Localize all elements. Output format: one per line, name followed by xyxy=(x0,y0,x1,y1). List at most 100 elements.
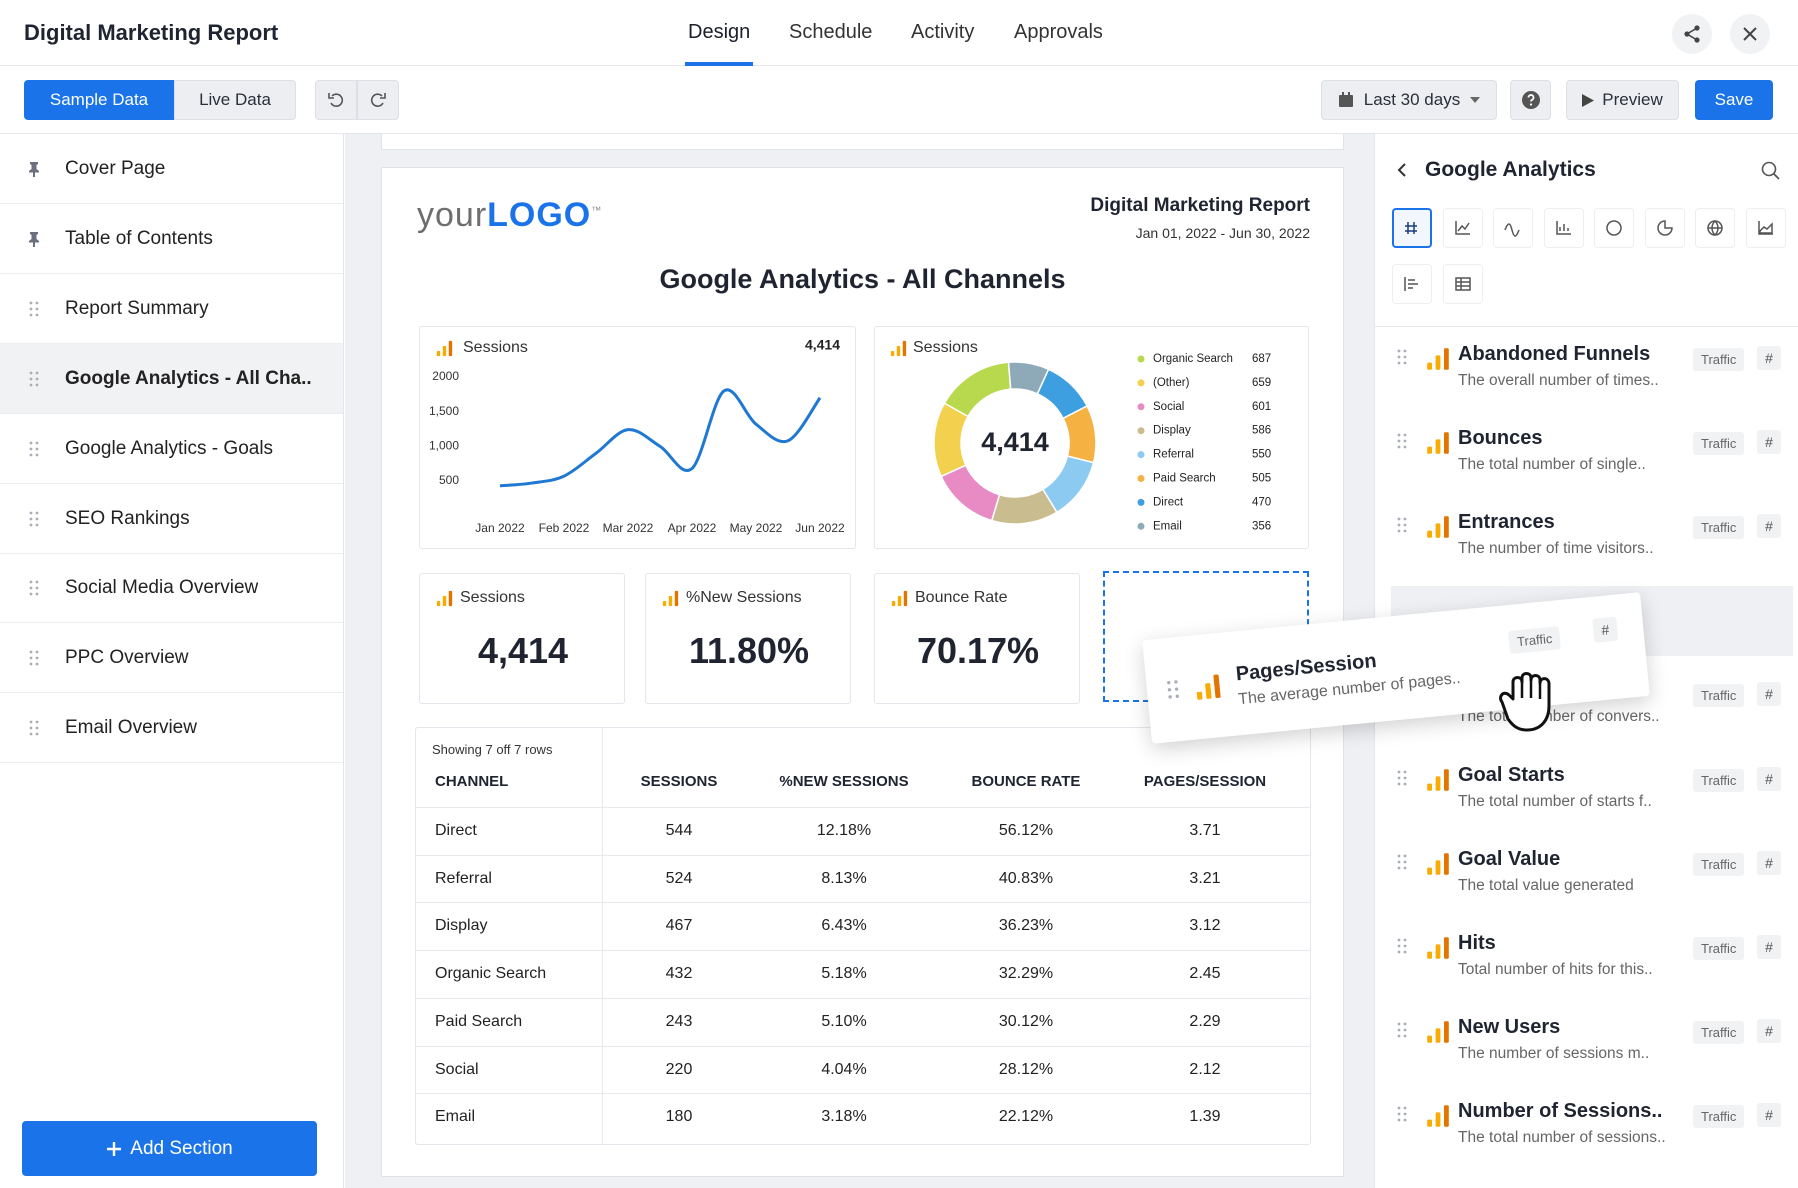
metric-item[interactable]: Number of Sessions.. The total number of … xyxy=(1375,1083,1798,1167)
metric-item[interactable]: Bounces The total number of single.. Traff… xyxy=(1375,410,1798,494)
metric-item[interactable]: Abandoned Funnels The overall number of t… xyxy=(1375,326,1798,410)
close-icon xyxy=(1743,27,1757,41)
glyph xyxy=(1504,223,1520,237)
decor xyxy=(30,371,39,386)
decor xyxy=(1398,350,1407,365)
chart-type-button[interactable] xyxy=(1745,208,1786,248)
chart-type-button[interactable] xyxy=(1493,208,1533,248)
sidebar: Cover Page Table of Contents Report Summar… xyxy=(0,134,344,1188)
glyph xyxy=(1707,220,1723,236)
plus-icon xyxy=(107,1141,122,1156)
decor xyxy=(30,301,39,316)
metric-item[interactable]: Hits Total number of hits for this.. Traff… xyxy=(1375,915,1798,999)
logo-tm: ™ xyxy=(591,205,603,217)
section-item[interactable]: Cover Page xyxy=(0,134,343,204)
preview-label: Preview xyxy=(1602,90,1663,109)
chart-type-icon xyxy=(1404,277,1418,291)
chart-type-button[interactable] xyxy=(1392,208,1432,248)
table-cell: 12.18% xyxy=(816,822,872,839)
back-icon[interactable] xyxy=(1395,161,1409,179)
live-data-button[interactable]: Live Data xyxy=(174,80,296,120)
metric-description: Total number of hits for this.. xyxy=(1458,960,1653,978)
decor xyxy=(437,341,452,356)
section-item[interactable]: Social Media Overview xyxy=(0,553,343,624)
metric-name: Entrances xyxy=(1458,511,1555,534)
decor xyxy=(330,93,344,107)
app-title: Digital Marketing Report xyxy=(24,20,279,45)
decor xyxy=(30,721,39,736)
column-divider xyxy=(602,728,603,1144)
decor xyxy=(1527,94,1534,102)
grip-icon xyxy=(1397,432,1407,450)
chart-type-button[interactable] xyxy=(1442,264,1483,304)
section-item[interactable]: Table of Contents xyxy=(0,204,343,274)
glyph xyxy=(1454,221,1470,235)
table-cell: 2.45 xyxy=(1189,965,1221,983)
decor xyxy=(1398,518,1407,533)
section-item[interactable]: PPC Overview xyxy=(0,623,343,694)
tab[interactable]: Schedule xyxy=(789,21,873,43)
undo-icon xyxy=(328,93,344,107)
table-cell: 3.71 xyxy=(1189,822,1221,839)
metric-kind: # xyxy=(1757,346,1781,370)
search-icon[interactable] xyxy=(1761,161,1781,181)
metric-item[interactable]: New Users The number of sessions m.. Traff… xyxy=(1375,999,1798,1083)
metric-tag: Traffic xyxy=(1693,852,1745,876)
tab[interactable]: Design xyxy=(688,21,751,43)
kpi-card: Bounce Rate 70.17% xyxy=(874,573,1080,704)
metric-item[interactable]: Entrances The number of time visitors.. Tr… xyxy=(1375,494,1798,578)
add-section-button[interactable]: Add Section xyxy=(22,1121,317,1176)
chart-type-button[interactable] xyxy=(1695,208,1735,248)
table-cell: 544 xyxy=(665,822,693,839)
share-button[interactable] xyxy=(1672,14,1712,54)
help-button[interactable] xyxy=(1510,80,1551,120)
section-item[interactable]: SEO Rankings xyxy=(0,484,343,554)
chart-type-button[interactable] xyxy=(1392,264,1432,304)
chart-type-button[interactable] xyxy=(1442,208,1483,248)
logo-brand: LOGO xyxy=(487,196,592,234)
metric-item[interactable]: Goal Value The total value generated Traff… xyxy=(1375,831,1798,915)
decor xyxy=(1427,1021,1449,1043)
section-item[interactable]: Report Summary xyxy=(0,274,343,344)
decor xyxy=(1427,1105,1449,1127)
sample-data-button[interactable]: Sample Data xyxy=(24,80,174,120)
undo-button[interactable] xyxy=(315,80,357,120)
tab[interactable]: Approvals xyxy=(1014,21,1103,43)
tab[interactable]: Activity xyxy=(911,21,975,43)
section-item[interactable]: Google Analytics - All Cha.. xyxy=(0,343,343,414)
top-bar: Digital Marketing Report xyxy=(0,0,1798,66)
section-item[interactable]: Google Analytics - Goals xyxy=(0,414,343,484)
decor xyxy=(1338,95,1353,107)
chart-type-icon xyxy=(1656,220,1673,236)
preview-button[interactable]: Preview xyxy=(1566,80,1679,120)
table-cell: Paid Search xyxy=(435,1012,523,1030)
decor xyxy=(1427,432,1449,454)
grip-icon xyxy=(1166,679,1180,700)
grip-icon xyxy=(1397,853,1407,871)
redo-button[interactable] xyxy=(357,80,399,120)
kpi-title: Sessions xyxy=(460,589,525,606)
close-button[interactable] xyxy=(1730,14,1770,54)
ga-icon xyxy=(662,590,679,607)
date-range-label: Last 30 days xyxy=(1363,90,1461,109)
chart-type-button[interactable] xyxy=(1594,208,1634,248)
report-dates: Jan 01, 2022 - Jun 30, 2022 xyxy=(1135,225,1310,241)
decor xyxy=(328,93,334,99)
chart-type-button[interactable] xyxy=(1543,208,1584,248)
save-button[interactable]: Save xyxy=(1695,80,1773,120)
section-item[interactable]: Email Overview xyxy=(0,693,343,764)
chart-type-button[interactable] xyxy=(1644,208,1685,248)
report-heading: Google Analytics - All Channels xyxy=(659,264,1066,294)
table-cell: Organic Search xyxy=(435,965,547,983)
metric-item[interactable]: Goal Starts The total number of starts f.… xyxy=(1375,747,1798,831)
decor xyxy=(1520,680,1542,699)
metric-tag: Traffic xyxy=(1693,516,1745,540)
date-range-dropdown[interactable]: Last 30 days xyxy=(1321,80,1497,120)
table-cell: 4.04% xyxy=(821,1060,867,1078)
channel-table: Showing 7 off 7 rows CHANNEL SESSIONS %NEW … xyxy=(415,727,1311,1145)
panel-divider xyxy=(1375,326,1798,327)
row-divider xyxy=(416,807,1310,808)
decor xyxy=(663,591,678,606)
section-label: Table of Contents xyxy=(65,227,213,249)
table-cell: 22.12% xyxy=(998,1108,1054,1126)
